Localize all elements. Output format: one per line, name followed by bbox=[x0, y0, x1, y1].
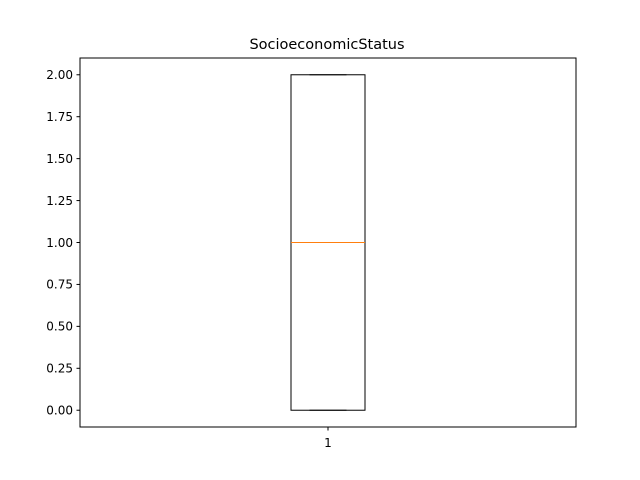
y-tick-label: 2.00 bbox=[46, 68, 73, 82]
box-plot bbox=[290, 74, 366, 411]
y-tick-label: 1.50 bbox=[46, 152, 73, 166]
y-tick-label: 1.25 bbox=[46, 194, 73, 208]
y-tick-label: 0.75 bbox=[46, 278, 73, 292]
y-tick-label: 1.00 bbox=[46, 236, 73, 250]
x-tick-label: 1 bbox=[324, 436, 332, 450]
y-tick-label: 1.75 bbox=[46, 110, 73, 124]
y-tick-label: 0.50 bbox=[46, 320, 73, 334]
chart-title: SocioeconomicStatus bbox=[249, 37, 404, 53]
y-tick-label: 0.00 bbox=[46, 404, 73, 418]
y-axis: 0.00 0.25 0.50 0.75 1.00 1.25 1.50 1.75 2.00 bbox=[46, 68, 80, 418]
y-tick-label: 0.25 bbox=[46, 362, 73, 376]
box-1 bbox=[290, 74, 366, 411]
x-axis: 1 bbox=[324, 427, 332, 450]
